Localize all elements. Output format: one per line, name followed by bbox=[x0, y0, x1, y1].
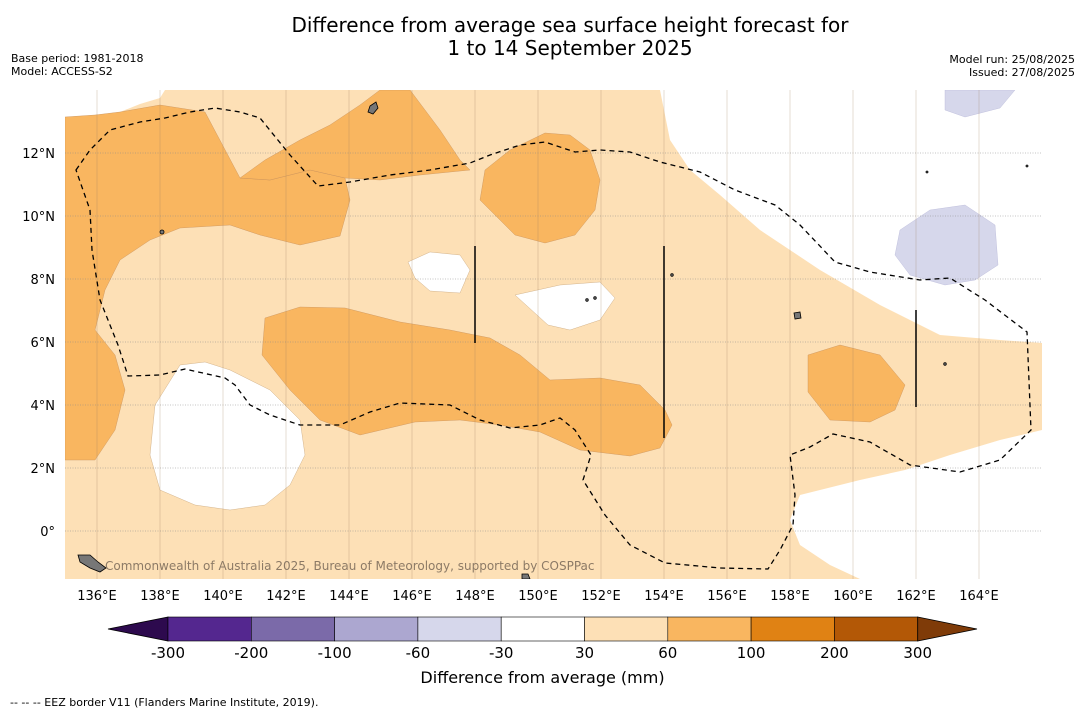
copyright-notice: Commonwealth of Australia 2025, Bureau o… bbox=[105, 559, 595, 573]
island-10 bbox=[1025, 164, 1029, 168]
lon-label: 154°E bbox=[644, 589, 684, 604]
near-average-patch-1 bbox=[407, 251, 471, 294]
lon-label: 140°E bbox=[203, 589, 243, 604]
longitude-labels: 136°E 138°E 140°E 142°E 144°E 146°E 148°… bbox=[77, 589, 999, 604]
lon-label: 144°E bbox=[329, 589, 369, 604]
base-period: Base period: 1981-2018 bbox=[11, 52, 144, 65]
lon-label: 142°E bbox=[266, 589, 306, 604]
anomaly-neg-region-ne bbox=[944, 90, 1016, 118]
colorbar-swatch bbox=[750, 616, 835, 642]
lat-label: 4°N bbox=[31, 399, 56, 414]
anomaly-60-100-region-north bbox=[239, 90, 471, 181]
lat-label: 0° bbox=[40, 525, 55, 540]
lon-label: 146°E bbox=[392, 589, 432, 604]
near-average-region-sw bbox=[149, 361, 306, 511]
colorbar-swatch bbox=[584, 616, 669, 642]
lat-label: 10°N bbox=[22, 210, 55, 225]
anomaly-60-100-region-east bbox=[807, 344, 906, 423]
near-average-patch-2 bbox=[514, 281, 616, 331]
colorbar-tick-label: -60 bbox=[405, 644, 431, 662]
colorbar-swatch bbox=[667, 616, 752, 642]
map-title: Difference from average sea surface heig… bbox=[220, 14, 920, 60]
lon-label: 152°E bbox=[581, 589, 621, 604]
lon-label: 156°E bbox=[707, 589, 747, 604]
title-line-1: Difference from average sea surface heig… bbox=[291, 13, 849, 37]
anomaly-neg-region-east bbox=[894, 204, 999, 286]
base-info: Base period: 1981-2018 Model: ACCESS-S2 bbox=[11, 52, 143, 78]
colorbar-tick-label: -30 bbox=[488, 644, 514, 662]
island-1 bbox=[367, 101, 379, 115]
colorbar-swatch bbox=[167, 616, 252, 642]
title-line-2: 1 to 14 September 2025 bbox=[447, 36, 693, 60]
latitude-labels: 12°N 10°N 8°N 6°N 4°N 2°N 0° bbox=[22, 147, 55, 540]
anomaly-60-100-region-central bbox=[261, 306, 673, 457]
island-4 bbox=[521, 573, 531, 579]
lat-label: 12°N bbox=[22, 147, 55, 162]
colorbar-tick-label: -200 bbox=[234, 644, 269, 662]
colorbar-tick-label: 200 bbox=[820, 644, 849, 662]
colorbar-swatch bbox=[500, 616, 585, 642]
colorbar-extend-high bbox=[917, 616, 978, 642]
issued-date: Issued: 27/08/2025 bbox=[968, 66, 1075, 79]
colorbar-swatch bbox=[334, 616, 419, 642]
island-6 bbox=[585, 298, 589, 302]
colorbar-tick-label: -300 bbox=[150, 644, 186, 662]
lon-label: 136°E bbox=[77, 589, 117, 604]
islands bbox=[77, 101, 1029, 579]
gridlines bbox=[65, 152, 1042, 532]
colorbar-swatch bbox=[834, 616, 919, 642]
island-11 bbox=[925, 170, 929, 174]
colorbar-tick-label: 30 bbox=[574, 644, 595, 662]
lon-label: 150°E bbox=[518, 589, 558, 604]
island-5 bbox=[159, 229, 165, 235]
lat-label: 6°N bbox=[31, 336, 56, 351]
colorbar-tick-label: -100 bbox=[317, 644, 352, 662]
lon-label: 160°E bbox=[833, 589, 873, 604]
lon-label: 158°E bbox=[770, 589, 810, 604]
anomaly-60-100-region-central-north bbox=[479, 132, 601, 244]
island-9 bbox=[670, 273, 674, 277]
island-2 bbox=[793, 311, 802, 320]
lat-label: 8°N bbox=[31, 273, 56, 288]
lon-label: 164°E bbox=[959, 589, 999, 604]
eez-border bbox=[75, 107, 1032, 570]
colorbar-tick-label: 300 bbox=[903, 644, 933, 662]
lon-label: 162°E bbox=[896, 589, 936, 604]
lon-label: 138°E bbox=[140, 589, 180, 604]
colorbar-extend-low bbox=[107, 616, 169, 642]
lon-label: 148°E bbox=[455, 589, 495, 604]
colorbar-swatch bbox=[417, 616, 502, 642]
island-7 bbox=[593, 296, 597, 300]
near-average-region-nw bbox=[65, 90, 165, 117]
map-fields: Commonwealth of Australia 2025, Bureau o… bbox=[65, 90, 1042, 579]
lat-label: 2°N bbox=[31, 462, 56, 477]
anomaly-60-100-region-west bbox=[65, 104, 351, 461]
colorbar-swatch bbox=[251, 616, 335, 642]
island-8 bbox=[943, 362, 947, 366]
meridians bbox=[96, 90, 980, 579]
eez-footnote: -- -- -- EEZ border V11 (Flanders Marine… bbox=[10, 696, 319, 709]
island-3 bbox=[77, 554, 107, 573]
model-run-date: Model run: 25/08/2025 bbox=[949, 53, 1075, 66]
colorbar bbox=[107, 616, 978, 642]
colorbar-tick-label: 60 bbox=[658, 644, 678, 662]
colorbar-tick-label: 100 bbox=[736, 644, 766, 662]
colorbar-label: Difference from average (mm) bbox=[420, 668, 665, 687]
model-name: Model: ACCESS-S2 bbox=[11, 65, 113, 78]
run-info: Model run: 25/08/2025 Issued: 27/08/2025 bbox=[949, 53, 1075, 79]
